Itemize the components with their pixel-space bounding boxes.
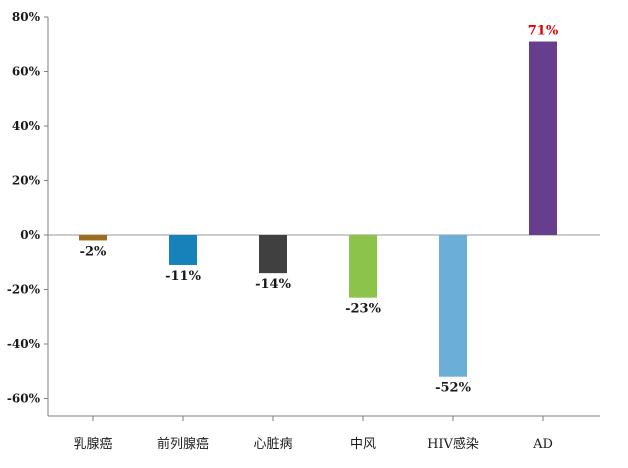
y-tick-label: -60% <box>7 392 41 406</box>
x-tick-label: 心脏病 <box>253 437 292 452</box>
y-tick-label: 60% <box>12 65 41 79</box>
data-label: -23% <box>345 302 381 317</box>
data-label: -52% <box>435 381 471 396</box>
x-tick-label: 乳腺癌 <box>73 436 112 452</box>
x-tick-label: HIV感染 <box>427 436 479 452</box>
y-tick-label: 20% <box>12 174 41 188</box>
bar <box>349 235 377 298</box>
bar <box>529 41 557 236</box>
bar <box>259 235 287 274</box>
y-tick-label: -40% <box>7 337 41 351</box>
bar <box>439 235 467 377</box>
x-tick-label: AD <box>532 437 553 452</box>
y-tick-label: -20% <box>7 283 41 297</box>
x-tick-label: 中风 <box>350 437 376 452</box>
y-tick-label: 80% <box>12 10 41 24</box>
bar <box>169 235 197 265</box>
y-tick-label: 40% <box>12 119 41 133</box>
data-label: -11% <box>165 269 201 284</box>
data-label: 71% <box>528 24 559 39</box>
x-tick-label: 前列腺癌 <box>157 436 209 452</box>
data-label: -2% <box>80 244 107 259</box>
data-label: -14% <box>255 277 291 292</box>
bar <box>79 235 107 241</box>
y-tick-label: 0% <box>20 228 40 242</box>
